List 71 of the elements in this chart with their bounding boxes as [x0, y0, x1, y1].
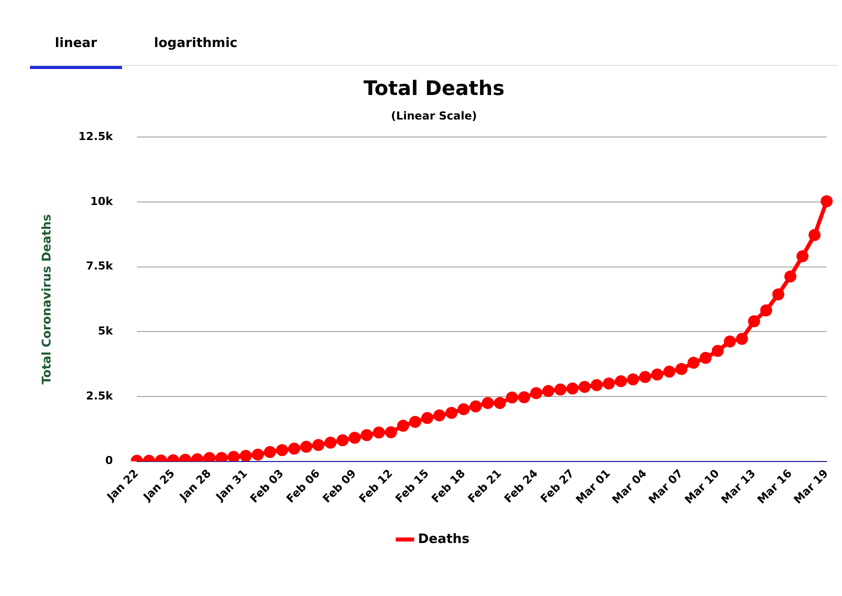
point — [748, 315, 760, 328]
x-tick-label: Feb 18 — [429, 466, 468, 506]
point — [796, 250, 808, 262]
point — [421, 412, 434, 424]
point — [808, 228, 821, 241]
point — [784, 270, 796, 282]
point — [276, 444, 288, 456]
x-tick-label: Feb 27 — [538, 466, 577, 506]
point — [288, 442, 300, 455]
point — [724, 336, 736, 348]
point — [324, 436, 336, 449]
point — [409, 416, 422, 428]
point — [651, 368, 664, 380]
point — [482, 396, 494, 409]
point — [602, 378, 615, 390]
point — [736, 332, 748, 345]
point — [688, 356, 700, 369]
point — [566, 382, 579, 394]
y-tick-label: 12.5k — [78, 130, 114, 144]
legend-label: Deaths — [418, 532, 470, 547]
point — [590, 379, 603, 392]
point — [820, 195, 833, 208]
point — [470, 400, 482, 412]
point — [760, 304, 772, 316]
y-tick-label: 5k — [98, 324, 114, 338]
y-tick-label: 7.5k — [86, 260, 114, 273]
y-tick-label: 2.5k — [86, 389, 114, 402]
y-tick-label: 0 — [105, 454, 114, 468]
point — [530, 387, 542, 400]
point — [639, 371, 652, 384]
x-tick-label: Feb 24 — [502, 466, 541, 506]
point — [252, 448, 264, 461]
text: logarithmic — [154, 35, 238, 53]
x-tick-label: Feb 06 — [284, 466, 323, 506]
point — [384, 426, 397, 438]
point — [372, 426, 385, 439]
point — [627, 373, 640, 386]
chart-title: Total Deaths — [364, 76, 504, 100]
chart-subtitle: (Linear Scale) — [391, 109, 477, 122]
point — [506, 392, 518, 404]
point — [446, 406, 458, 419]
point — [264, 446, 276, 458]
point — [675, 363, 688, 376]
x-tick-label: Feb 09 — [320, 466, 359, 506]
point — [228, 450, 240, 462]
text: linear — [54, 35, 98, 53]
point — [554, 383, 566, 396]
point — [772, 288, 784, 300]
point — [397, 420, 410, 432]
point — [614, 375, 627, 388]
point — [348, 432, 361, 444]
y-axis-title: Total Coronavirus Deaths — [39, 214, 54, 384]
point — [578, 380, 591, 393]
point — [360, 429, 373, 442]
point — [663, 366, 676, 378]
point — [494, 396, 506, 409]
point — [433, 409, 446, 422]
x-tick-label: Feb 15 — [392, 466, 432, 506]
point — [700, 352, 712, 364]
point — [518, 391, 530, 404]
point — [712, 344, 724, 357]
point — [458, 403, 470, 416]
point — [240, 450, 252, 462]
x-tick-label: Feb 12 — [356, 466, 396, 506]
point — [312, 438, 324, 451]
x-tick-label: Feb 21 — [465, 466, 504, 506]
point — [542, 385, 554, 398]
y-tick-label: 10k — [90, 194, 114, 208]
x-tick-label: Feb 03 — [248, 466, 286, 506]
point — [336, 434, 349, 446]
point — [300, 440, 312, 453]
